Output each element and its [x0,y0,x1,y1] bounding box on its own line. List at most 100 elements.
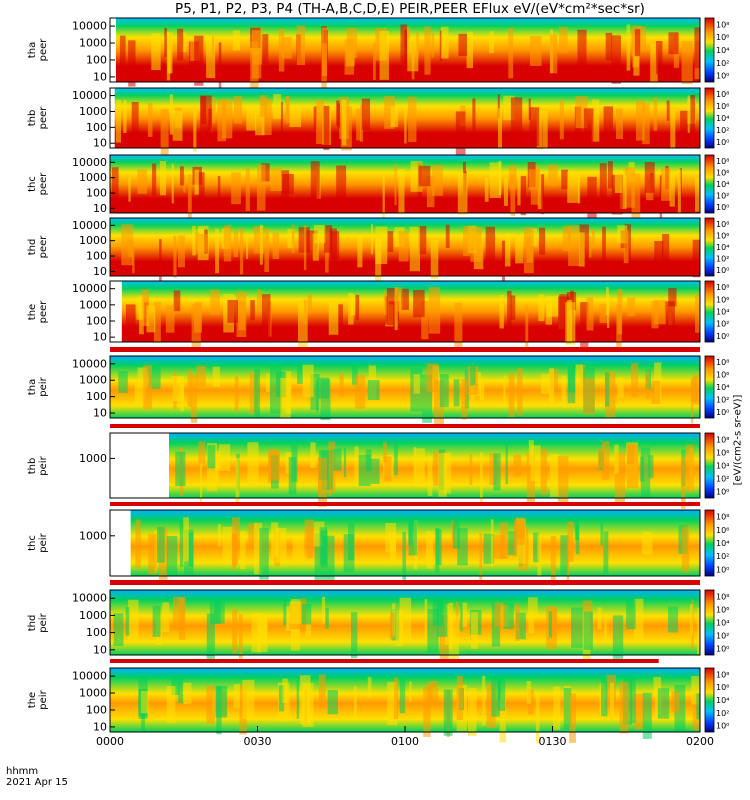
heatmap-streak [515,235,524,264]
heatmap-streak [297,364,304,384]
heatmap-streak [608,161,613,189]
heatmap-streak [427,608,439,653]
heatmap-streak [540,373,551,394]
heatmap-streak [250,300,255,321]
heatmap-streak [250,41,259,91]
panel-thc-peer: 10000 1000 100 10 10⁰ 10² 10⁴ 10⁶ 10⁸ [72,154,729,222]
heatmap-streak [171,163,174,204]
colorbar-tick-label: 10⁸ [716,157,729,166]
heatmap-streak [659,175,663,221]
heatmap-streak [128,599,139,643]
heatmap-streak [602,226,606,267]
heatmap-streak [623,230,629,264]
y-tick-label: 1000 [79,234,107,247]
heatmap-streak [432,598,444,626]
heatmap-streak [384,95,395,129]
heatmap-streak [183,682,192,705]
heatmap-streak [503,604,506,627]
heatmap-streak [387,681,398,726]
heatmap-streak [562,226,571,252]
heatmap-streak [305,613,312,637]
colorbar-units-label: [eV/(cm2-s sr-eV)] [732,394,744,486]
heatmap-streak [546,295,559,317]
colorbar-tick-label: 10⁴ [716,696,729,705]
heatmap-streak [234,376,239,412]
heatmap-streak [272,232,280,259]
heatmap-streak [648,455,654,479]
heatmap-streak [566,534,570,581]
heatmap-streak [197,172,205,205]
heatmap-streak [567,171,579,203]
colorbar-tick-label: 10⁰ [716,488,729,497]
heatmap-streak [641,531,653,555]
heatmap-streak [269,365,282,414]
heatmap-streak [456,676,463,720]
heatmap-streak [183,517,189,562]
heatmap-streak [529,107,540,146]
y-tick-label: 10 [93,643,107,656]
heatmap-streak [254,368,261,417]
heatmap-streak [605,287,609,316]
heatmap-streak [292,535,305,561]
colorbar [704,589,715,656]
panel-label: thc peir [27,533,49,553]
heatmap-streak [626,599,636,630]
heatmap-streak [153,301,161,343]
heatmap-streak [212,36,215,59]
heatmap-streak [401,288,409,310]
heatmap-streak [691,377,698,402]
colorbar-tick-label: 10⁰ [716,722,729,731]
heatmap-streak [261,98,272,136]
heatmap-streak [611,174,623,215]
colorbar [704,509,715,577]
heatmap-streak [236,291,247,338]
heatmap-streak [221,99,233,139]
heatmap-streak [695,177,700,212]
panel-frame [109,355,701,419]
separator-bar [110,659,659,663]
heatmap-streak [336,100,340,127]
heatmap-streak [178,235,185,268]
heatmap-streak [193,109,197,152]
heatmap-streak [653,97,658,131]
panel-label: tha peer [27,38,49,62]
heatmap-streak [603,106,614,143]
heatmap-streak [466,31,473,69]
heatmap-streak [398,231,409,262]
heatmap-streak [143,365,152,410]
heatmap-streak [232,30,241,51]
heatmap-streak [253,226,264,254]
heatmap-streak [566,300,573,344]
heatmap-streak [597,607,602,630]
heatmap-streak [542,110,548,148]
heatmap-streak [661,167,671,201]
heatmap-streak [111,167,119,202]
heatmap-streak [668,32,679,55]
heatmap-streak [215,228,220,274]
colorbar-tick-label: 10² [716,709,729,718]
chart-title: P5, P1, P2, P3, P4 (TH-A,B,C,D,E) PEIR,P… [175,1,645,17]
heatmap-streak [178,677,184,704]
heatmap-streak [280,102,283,142]
heatmap-streak [484,177,489,202]
heatmap-streak [489,162,502,198]
heatmap-streak [259,95,267,117]
heatmap-streak [395,287,403,312]
heatmap-streak [383,290,387,315]
heatmap-streak [306,230,318,275]
heatmap-streak [571,607,583,648]
heatmap-streak [535,693,540,744]
panel-frame [109,17,701,83]
heatmap-streak [354,686,357,718]
heatmap-streak [140,691,149,714]
heatmap-streak [162,602,170,633]
panel-tha-peir: 10000 1000 100 10 10⁰ 10² 10⁴ 10⁶ 10⁸ [72,355,729,427]
heatmap-streak [624,167,635,208]
heatmap-streak [418,165,431,187]
heatmap-streak [510,174,516,216]
heatmap-streak [141,289,149,327]
heatmap-streak [515,604,520,641]
heatmap-streak [568,225,580,266]
heatmap-streak [296,25,306,65]
heatmap-streak [413,289,425,318]
